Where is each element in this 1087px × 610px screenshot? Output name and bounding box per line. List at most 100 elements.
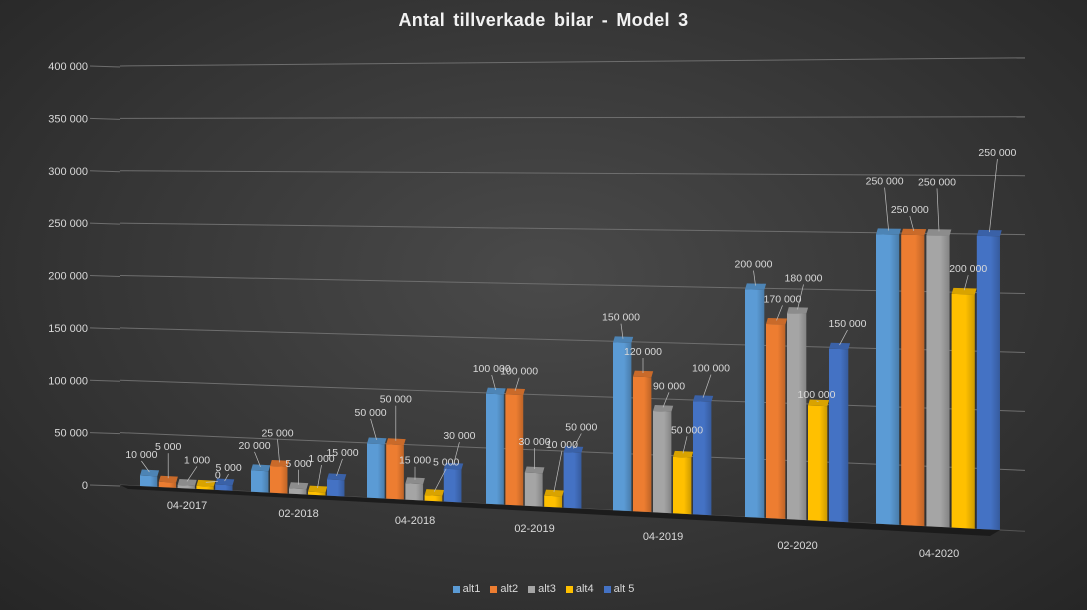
- bar: [926, 229, 952, 528]
- bar-top: [215, 478, 235, 486]
- bar-front: [158, 481, 177, 488]
- data-label: 50 000: [380, 394, 412, 406]
- data-label: 250 000: [918, 176, 956, 188]
- bar: [505, 388, 526, 506]
- bar: [653, 405, 674, 514]
- bar-top: [327, 473, 347, 481]
- legend-swatch: [565, 585, 573, 593]
- data-label: 150 000: [829, 318, 867, 330]
- gridline-lead: [89, 170, 121, 173]
- bar: [270, 459, 290, 494]
- bar: [829, 342, 851, 523]
- bar-front: [544, 495, 563, 508]
- data-label: 50 000: [671, 424, 703, 436]
- bar: [766, 318, 788, 520]
- data-label: 200 000: [735, 259, 773, 271]
- bar-top: [405, 477, 425, 485]
- legend-label: alt3: [538, 583, 556, 595]
- bar-front: [367, 443, 385, 499]
- bar: [215, 478, 235, 491]
- data-label-leader: [141, 460, 150, 473]
- x-tick-label: 04-2019: [643, 531, 683, 543]
- data-label-leader: [839, 329, 848, 346]
- data-label: 15 000: [399, 455, 431, 467]
- bar-front: [976, 235, 1000, 530]
- bar: [787, 307, 809, 521]
- gridline: [119, 327, 1026, 353]
- data-label-leader: [224, 473, 229, 482]
- legend-item: alt 5: [603, 583, 634, 595]
- bar-top: [633, 370, 654, 378]
- bar-top: [926, 229, 952, 236]
- bar-front: [486, 393, 504, 505]
- data-label-leader: [909, 215, 915, 232]
- x-tick-label: 04-2018: [395, 515, 435, 527]
- bar-front: [563, 452, 582, 509]
- bar-front: [901, 234, 925, 527]
- legend-swatch: [490, 585, 498, 593]
- data-label-leader: [936, 188, 940, 232]
- bar: [563, 446, 584, 509]
- data-label: 5 000: [285, 458, 311, 470]
- data-label: 0: [215, 469, 221, 481]
- data-label-leader: [277, 439, 280, 463]
- bar-top: [140, 469, 160, 477]
- data-label: 5 000: [215, 462, 241, 474]
- gridline: [119, 222, 1026, 236]
- gridline-lead: [89, 432, 121, 435]
- data-label: 10 000: [546, 439, 578, 451]
- bar-front: [251, 470, 269, 493]
- chart-floor: [120, 485, 1000, 536]
- data-label: 50 000: [565, 422, 597, 434]
- bar-top: [308, 485, 328, 493]
- bar-top: [876, 228, 901, 235]
- data-label: 5 000: [155, 441, 181, 453]
- data-label-leader: [620, 323, 624, 339]
- bar-front: [443, 468, 462, 503]
- data-label-leader: [553, 451, 563, 493]
- data-label: 100 000: [473, 363, 511, 375]
- bar-top: [505, 388, 526, 396]
- gridline: [119, 116, 1026, 119]
- legend-item: alt1: [452, 583, 480, 595]
- bar: [289, 482, 309, 495]
- bar-top: [673, 450, 694, 458]
- bar: [544, 489, 564, 508]
- bar: [693, 395, 714, 516]
- bar-front: [693, 401, 712, 516]
- data-label-leader: [884, 187, 889, 231]
- gridline-lead: [89, 379, 121, 382]
- data-label: 100 000: [798, 389, 836, 401]
- bar: [876, 228, 901, 525]
- data-label: 100 000: [500, 366, 538, 378]
- data-label: 150 000: [602, 312, 640, 324]
- legend-item: alt4: [565, 583, 594, 595]
- bar-front: [829, 348, 849, 523]
- bar: [177, 478, 197, 489]
- bar-top: [177, 478, 197, 486]
- bar-front: [787, 313, 807, 521]
- data-label: 50 000: [355, 407, 387, 419]
- bar-top: [787, 307, 809, 314]
- data-label: 250 000: [891, 204, 929, 216]
- data-label-leader: [989, 159, 998, 233]
- bar: [976, 229, 1002, 530]
- bar-top: [766, 318, 788, 325]
- bar-front: [745, 289, 765, 518]
- gridline-lead: [89, 222, 121, 225]
- data-label: 25 000: [261, 427, 293, 439]
- y-tick-label: 150 000: [48, 323, 88, 335]
- y-tick-label: 50 000: [54, 428, 88, 440]
- gridline: [119, 57, 1026, 67]
- bar-top: [158, 475, 178, 483]
- gridline: [119, 170, 1026, 177]
- bar-front: [308, 491, 326, 496]
- data-label-leader: [702, 374, 712, 398]
- data-label-leader: [254, 451, 261, 467]
- bar: [951, 287, 977, 529]
- bar-top: [251, 464, 271, 472]
- data-label-leader: [205, 481, 218, 483]
- data-label: 180 000: [785, 272, 823, 284]
- bar-top: [829, 342, 851, 350]
- data-label: 120 000: [624, 346, 662, 358]
